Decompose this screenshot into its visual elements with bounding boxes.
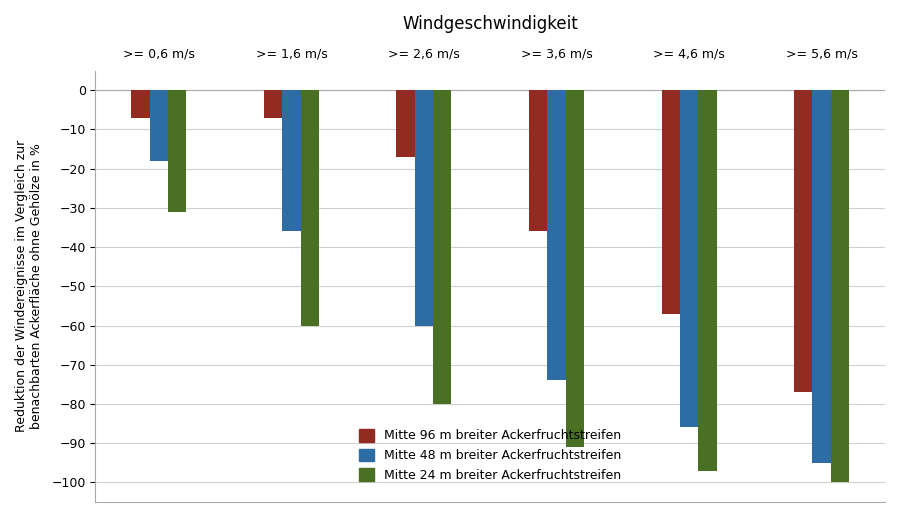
Bar — [680, 90, 698, 428]
Bar — [698, 90, 716, 470]
Title: Windgeschwindigkeit: Windgeschwindigkeit — [402, 15, 578, 33]
Bar — [301, 90, 319, 326]
Bar — [813, 90, 831, 463]
Bar — [283, 90, 301, 232]
Bar — [415, 90, 433, 326]
Bar — [168, 90, 186, 212]
Bar — [131, 90, 149, 118]
Bar — [433, 90, 452, 404]
Bar — [264, 90, 283, 118]
Bar — [566, 90, 584, 447]
Legend: Mitte 96 m breiter Ackerfruchtstreifen, Mitte 48 m breiter Ackerfruchtstreifen, : Mitte 96 m breiter Ackerfruchtstreifen, … — [355, 424, 626, 487]
Bar — [396, 90, 415, 157]
Bar — [794, 90, 813, 392]
Y-axis label: Reduktion der Windereignisse im Vergleich zur
benachbarten Ackerfläche ohne Gehö: Reduktion der Windereignisse im Vergleic… — [15, 140, 43, 432]
Bar — [149, 90, 168, 161]
Bar — [529, 90, 547, 232]
Bar — [547, 90, 566, 381]
Bar — [662, 90, 680, 314]
Bar — [831, 90, 849, 482]
